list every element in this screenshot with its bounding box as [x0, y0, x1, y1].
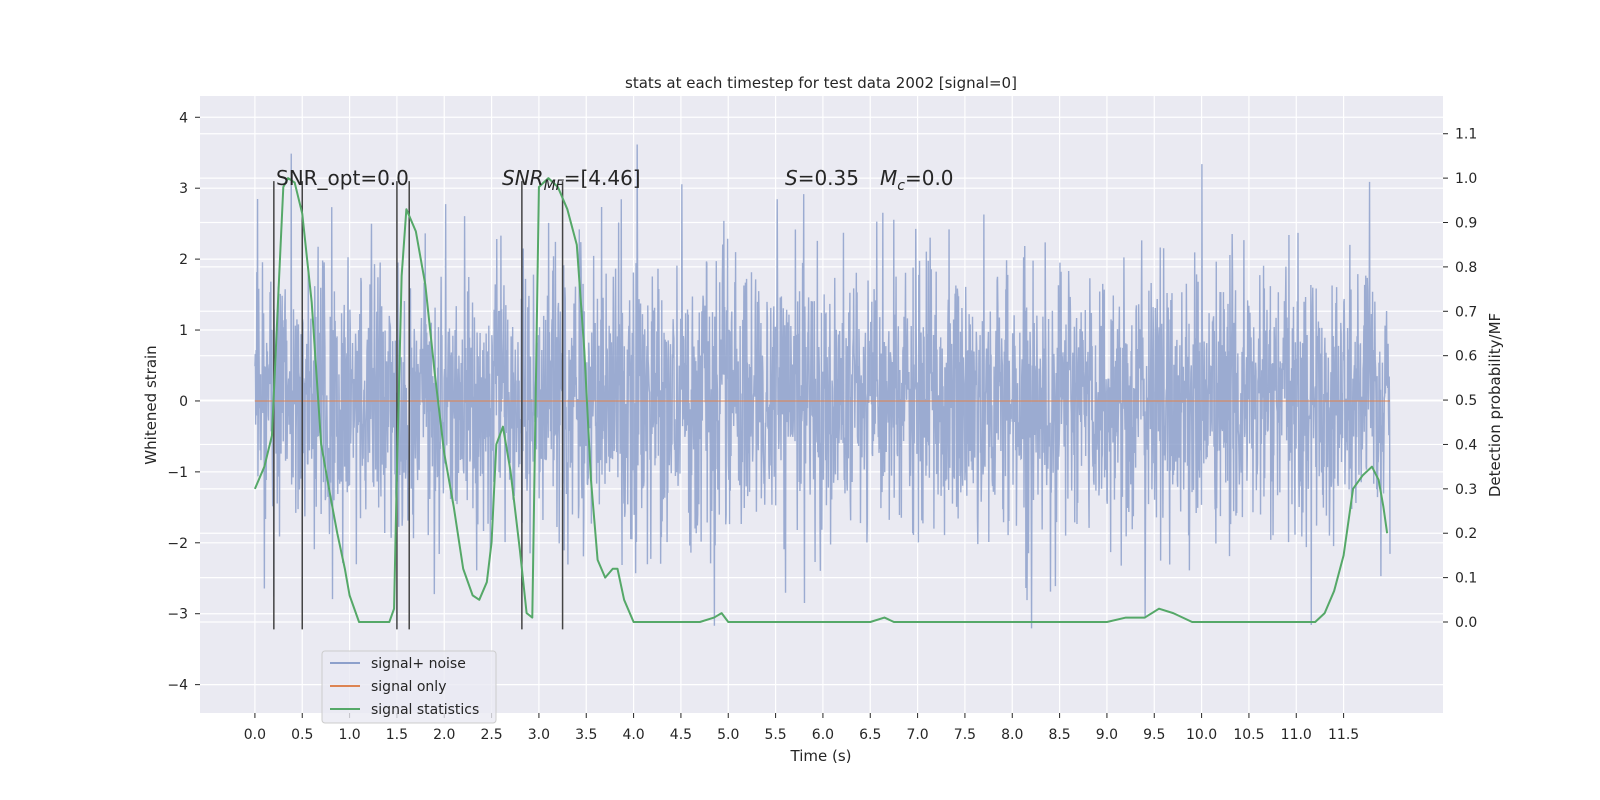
x-axis-ticks: 0.0 0.5 1.0 1.5 2.0 2.5 3.0 3.5 4.0 4.5 5.0 5.5 6.0 6… [244, 713, 1359, 743]
x-tick-label: 6.5 [859, 727, 881, 743]
x-tick-label: 3.0 [528, 727, 550, 743]
noise-series [254, 144, 1391, 629]
x-tick-label: 9.0 [1096, 727, 1118, 743]
x-tick-label: 0.5 [291, 727, 313, 743]
x-tick-label: 8.5 [1048, 727, 1070, 743]
x-tick-label: 3.5 [575, 727, 597, 743]
chart-title: stats at each timestep for test data 200… [625, 74, 1017, 92]
s-value: =0.35 [798, 166, 859, 190]
s-symbol: S [785, 166, 798, 190]
x-tick-label: 11.0 [1281, 727, 1312, 743]
x-tick-label: 2.0 [433, 727, 455, 743]
y2-tick-label: 0.5 [1455, 393, 1477, 409]
x-tick-label: 1.0 [338, 727, 360, 743]
x-tick-label: 8.0 [1001, 727, 1023, 743]
x-tick-label: 6.0 [812, 727, 834, 743]
y-tick-label: 3 [179, 181, 188, 197]
annotation-s: S=0.35 [785, 166, 859, 190]
y2-tick-label: 0.7 [1455, 304, 1477, 320]
y2-tick-label: 1.0 [1455, 171, 1477, 187]
y2-tick-label: 0.6 [1455, 349, 1477, 365]
y2-tick-label: 1.1 [1455, 127, 1477, 143]
legend-label-signal-only: signal only [371, 679, 446, 695]
x-tick-label: 11.5 [1328, 727, 1359, 743]
x-tick-label: 0.0 [244, 727, 266, 743]
x-tick-label: 7.5 [954, 727, 976, 743]
snr-mf-subscript: MF [544, 178, 565, 194]
y2-tick-label: 0.4 [1455, 437, 1477, 453]
y-tick-label: −4 [167, 678, 188, 694]
statistics-line [253, 177, 1389, 624]
x-tick-label: 4.5 [670, 727, 692, 743]
y2-axis-ticks: 0.0 0.1 0.2 0.3 0.4 0.5 0.6 0.7 0.8 0.9 1.0 1.1 [1443, 127, 1477, 631]
annotation-snr-opt: SNR_opt=0.0 [276, 166, 409, 190]
mc-value: =0.0 [905, 166, 954, 190]
x-tick-label: 9.5 [1143, 727, 1165, 743]
snr-mf-symbol: SNR [502, 166, 544, 190]
y2-tick-label: 0.3 [1455, 482, 1477, 498]
legend-label-noise: signal+ noise [371, 656, 466, 672]
y2-tick-label: 0.1 [1455, 571, 1477, 587]
y2-tick-label: 0.9 [1455, 216, 1477, 232]
mc-symbol: M [880, 166, 897, 190]
y-tick-label: 4 [179, 110, 188, 126]
y2-tick-label: 0.2 [1455, 526, 1477, 542]
y-tick-label: −2 [167, 536, 188, 552]
y-tick-label: −3 [167, 607, 188, 623]
annotation-mc: Mc=0.0 [880, 166, 954, 194]
y2-tick-label: 0.0 [1455, 615, 1477, 631]
x-tick-label: 5.0 [717, 727, 739, 743]
annotations: SNR_opt=0.0 SNRMF=[4.46] S=0.35 Mc=0.0 [276, 166, 954, 194]
mc-subscript: c [897, 178, 905, 194]
y2-axis-title: Detection probability/MF [1486, 313, 1504, 497]
noise-trace [254, 144, 1391, 629]
y-axis-ticks: −4 −3 −2 −1 0 1 2 3 4 [167, 110, 200, 694]
y-tick-label: 1 [179, 323, 188, 339]
x-tick-label: 2.5 [480, 727, 502, 743]
annotation-snr-mf: SNRMF=[4.46] [502, 166, 641, 194]
y-tick-label: −1 [167, 465, 188, 481]
x-axis-title: Time (s) [790, 747, 852, 765]
x-tick-label: 4.0 [622, 727, 644, 743]
legend: signal+ noise signal only signal statist… [321, 650, 497, 724]
x-tick-label: 10.0 [1186, 727, 1217, 743]
statistics-series [253, 177, 1389, 624]
snr-mf-value: =[4.46] [564, 166, 641, 190]
y-axis-title: Whitened strain [142, 345, 160, 464]
legend-label-statistics: signal statistics [371, 702, 479, 718]
y-tick-label: 2 [179, 252, 188, 268]
x-tick-label: 10.5 [1233, 727, 1264, 743]
y-tick-label: 0 [179, 394, 188, 410]
legend-box [321, 650, 497, 724]
x-tick-label: 1.5 [386, 727, 408, 743]
x-tick-label: 5.5 [764, 727, 786, 743]
y2-tick-label: 0.8 [1455, 260, 1477, 276]
x-tick-label: 7.0 [906, 727, 928, 743]
